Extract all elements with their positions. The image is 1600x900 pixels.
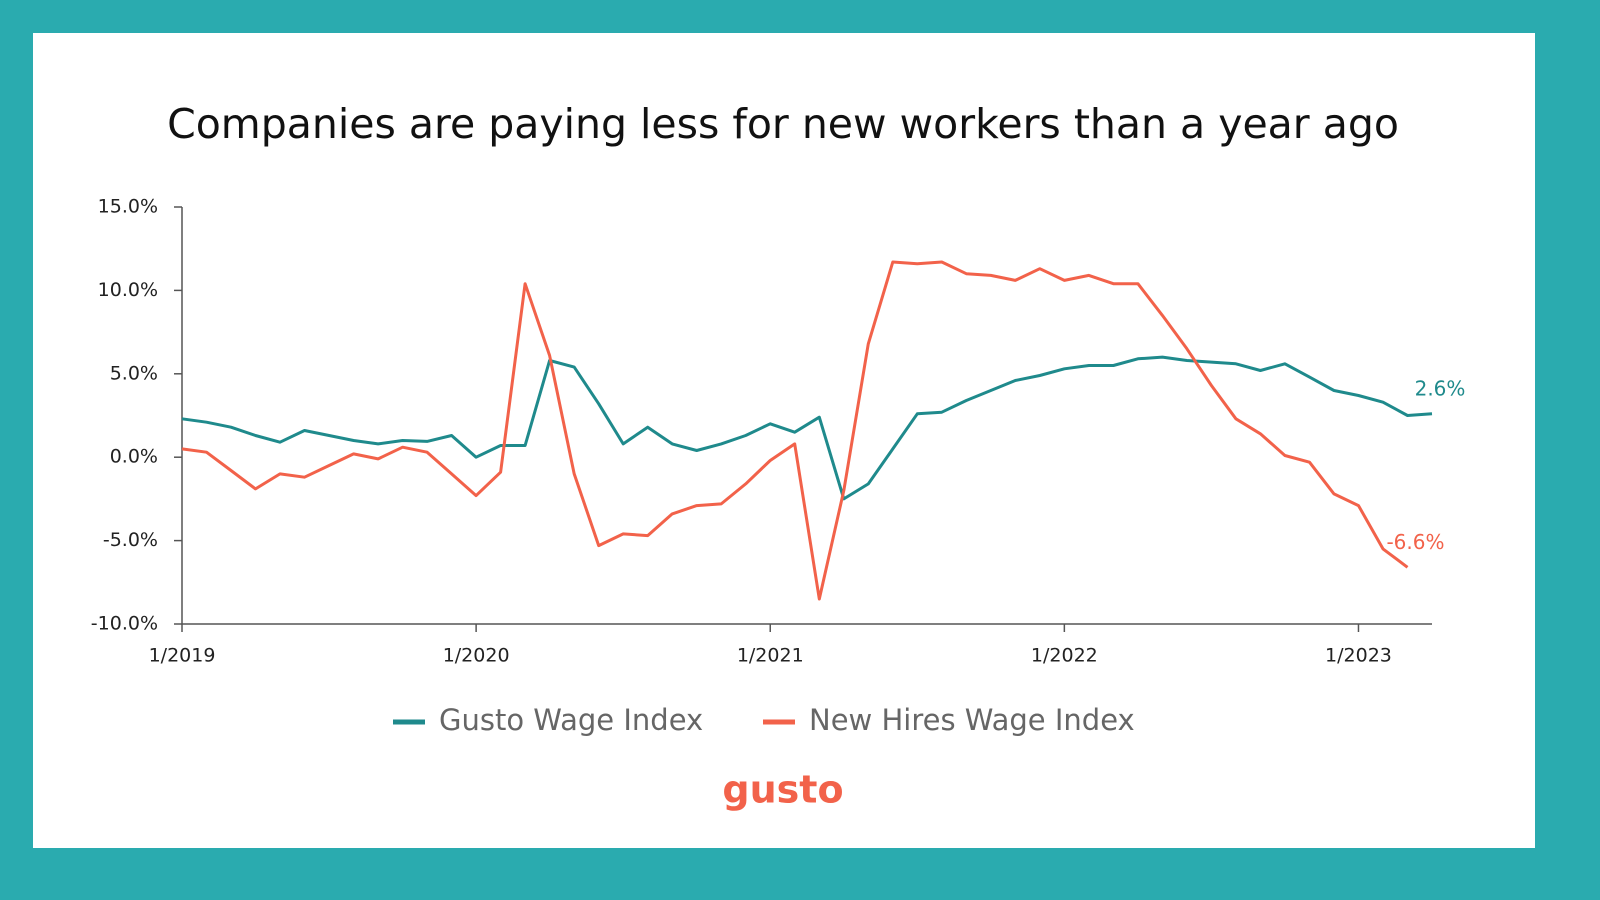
x-tick-label: 1/2022 — [1031, 645, 1098, 667]
series-line — [181, 355, 1433, 501]
brand-logo: gusto — [722, 768, 843, 812]
legend-label: Gusto Wage Index — [439, 703, 703, 737]
y-tick-label: -5.0% — [103, 529, 158, 551]
x-tick-label: 1/2020 — [443, 645, 510, 667]
end-label: -6.6% — [1386, 530, 1444, 554]
x-tick-label: 1/2023 — [1325, 645, 1392, 667]
x-tick-label: 1/2021 — [737, 645, 804, 667]
y-tick-label: 5.0% — [110, 362, 158, 384]
y-tick-label: -10.0% — [91, 613, 158, 635]
series-line — [181, 260, 1409, 601]
end-label: 2.6% — [1415, 376, 1466, 400]
x-tick-label: 1/2019 — [149, 645, 216, 667]
y-tick-label: 0.0% — [110, 446, 158, 468]
y-tick-label: 10.0% — [98, 279, 158, 301]
y-tick-label: 15.0% — [98, 196, 158, 218]
legend-label: New Hires Wage Index — [809, 703, 1135, 737]
chart-title: Companies are paying less for new worker… — [167, 100, 1399, 148]
